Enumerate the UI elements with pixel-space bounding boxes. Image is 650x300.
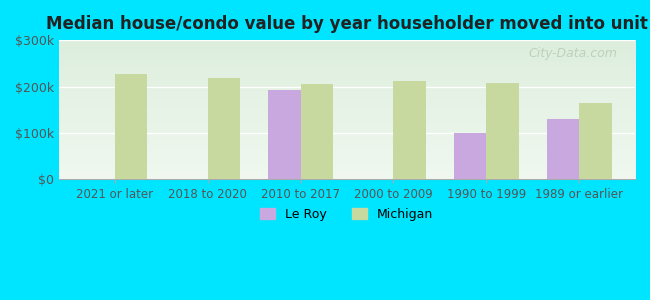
Bar [486, 83, 519, 179]
Bar [115, 74, 148, 179]
Bar [579, 103, 612, 179]
Legend: Le Roy, Michigan: Le Roy, Michigan [255, 203, 439, 226]
Title: Median house/condo value by year householder moved into unit: Median house/condo value by year househo… [46, 15, 648, 33]
Bar [454, 133, 486, 179]
Bar [268, 90, 300, 179]
Bar [207, 78, 240, 179]
Bar [300, 84, 333, 179]
Text: City-Data.com: City-Data.com [529, 47, 617, 60]
Bar [547, 119, 579, 179]
Bar [393, 81, 426, 179]
